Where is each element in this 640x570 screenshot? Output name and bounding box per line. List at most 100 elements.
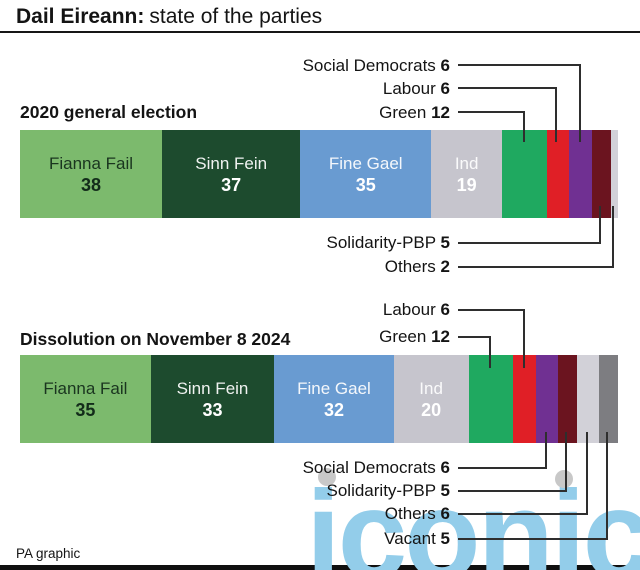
leader-line	[599, 206, 601, 244]
source-credit: PA graphic	[16, 546, 81, 561]
segment-seat-count: 33	[202, 399, 223, 420]
bottom-border-bar	[0, 565, 640, 570]
leader-line	[579, 64, 581, 142]
callout-value: 6	[440, 300, 450, 319]
leader-line	[458, 64, 581, 66]
callout-others-2020: Others 2	[385, 257, 450, 277]
callout-vacant-2024: Vacant 5	[384, 529, 450, 549]
iconic-watermark: iconic	[306, 466, 640, 570]
bar-segment-ind: Ind 19	[431, 130, 503, 218]
segment-party-name: Fine Gael	[297, 378, 371, 398]
segment-party-name: Sinn Fein	[176, 378, 249, 398]
callout-value: 6	[440, 458, 450, 477]
callout-value: 6	[440, 56, 450, 75]
leader-line	[458, 309, 525, 311]
segment-party-name: Sinn Fein	[195, 153, 268, 173]
callout-value: 12	[431, 103, 450, 122]
callout-label: Others	[384, 257, 436, 276]
leader-line	[458, 490, 567, 492]
bar-segment-solidarity-pbp	[558, 355, 577, 443]
bar-segment-green	[502, 130, 547, 218]
leader-line	[458, 513, 588, 515]
leader-line	[586, 432, 588, 515]
leader-line	[458, 336, 491, 338]
callout-solidarity-pbp-2024: Solidarity-PBP 5	[327, 481, 451, 501]
segment-seat-count: 20	[421, 399, 442, 420]
segment-party-name: Fianna Fail	[43, 378, 128, 398]
callout-value: 6	[440, 504, 450, 523]
leader-line	[612, 206, 614, 268]
segment-party-name: Fine Gael	[328, 153, 403, 173]
segment-seat-count: 35	[75, 399, 96, 420]
callout-social-democrats-2024: Social Democrats 6	[303, 458, 450, 478]
callout-labour-2020: Labour 6	[383, 79, 450, 99]
bar-segment-fianna-fail: Fianna Fail 38	[20, 130, 163, 218]
title-bold-part: Dail Eireann:	[16, 5, 145, 28]
bar-segment-others	[576, 355, 600, 443]
leader-line	[523, 309, 525, 368]
callout-green-2024: Green 12	[379, 327, 450, 347]
leader-line	[545, 432, 547, 469]
bar-segment-ind: Ind 20	[393, 355, 469, 443]
callout-label: Social Democrats	[302, 458, 436, 477]
title-regular-part: state of the parties	[149, 5, 323, 28]
callout-solidarity-pbp-2020: Solidarity-PBP 5	[327, 233, 451, 253]
callout-value: 5	[440, 529, 450, 548]
segment-seat-count: 38	[81, 174, 102, 195]
leader-line	[606, 432, 608, 540]
callout-label: Green	[379, 327, 427, 346]
chart-2020-heading: 2020 general election	[20, 102, 198, 122]
callout-label: Social Democrats	[302, 56, 436, 75]
leader-line	[458, 111, 525, 113]
leader-line	[489, 336, 491, 368]
leader-line	[458, 266, 614, 268]
bar-segment-fine-gael: Fine Gael 32	[274, 355, 394, 443]
bar-segment-others	[610, 130, 618, 218]
callout-label: Others	[384, 504, 436, 523]
callout-label: Vacant	[384, 529, 436, 548]
segment-seat-count: 35	[355, 174, 376, 195]
segment-party-name: Ind	[419, 378, 443, 398]
callout-value: 2	[440, 257, 450, 276]
callout-labour-2024: Labour 6	[383, 300, 450, 320]
chart-2024-heading: Dissolution on November 8 2024	[20, 329, 291, 349]
callout-label: Green	[379, 103, 427, 122]
callout-value: 5	[440, 233, 450, 252]
bar-segment-fine-gael: Fine Gael 35	[300, 130, 432, 218]
leader-line	[458, 538, 608, 540]
bar-segment-solidarity-pbp	[591, 130, 611, 218]
watermark-dot	[555, 470, 573, 488]
bar-segment-fianna-fail: Fianna Fail 35	[20, 355, 151, 443]
seat-bar-2020: Fianna Fail 38 Sinn Fein 37 Fine Gael 35 Ind 19	[20, 130, 618, 218]
leader-line	[458, 467, 547, 469]
callout-label: Labour	[382, 79, 436, 98]
callout-label: Solidarity-PBP	[326, 233, 436, 252]
callout-label: Solidarity-PBP	[326, 481, 436, 500]
watermark-dot	[318, 468, 336, 486]
leader-line	[555, 87, 557, 142]
page-title: Dail Eireann: state of the parties	[16, 4, 322, 30]
callout-value: 5	[440, 481, 450, 500]
title-divider	[0, 31, 640, 33]
bar-segment-labour	[513, 355, 536, 443]
segment-seat-count: 37	[221, 174, 242, 195]
callout-social-democrats-2020: Social Democrats 6	[303, 56, 450, 76]
callout-value: 6	[440, 79, 450, 98]
leader-line	[523, 111, 525, 142]
bar-segment-social-democrats	[535, 355, 559, 443]
segment-seat-count: 32	[323, 399, 344, 420]
leader-line	[565, 432, 567, 492]
callout-label: Labour	[382, 300, 436, 319]
bar-segment-social-democrats	[569, 130, 592, 218]
bar-segment-green	[468, 355, 514, 443]
bar-segment-labour	[546, 130, 570, 218]
segment-party-name: Fianna Fail	[48, 153, 134, 173]
bar-segment-sinn-fein: Sinn Fein 37	[162, 130, 301, 218]
segment-party-name: Ind	[454, 153, 479, 173]
callout-others-2024: Others 6	[385, 504, 450, 524]
seat-bar-2024: Fianna Fail 35 Sinn Fein 33 Fine Gael 32 Ind 20	[20, 355, 618, 443]
bar-segment-sinn-fein: Sinn Fein 33	[150, 355, 275, 443]
bar-segment-vacant	[599, 355, 618, 443]
callout-green-2020: Green 12	[379, 103, 450, 123]
